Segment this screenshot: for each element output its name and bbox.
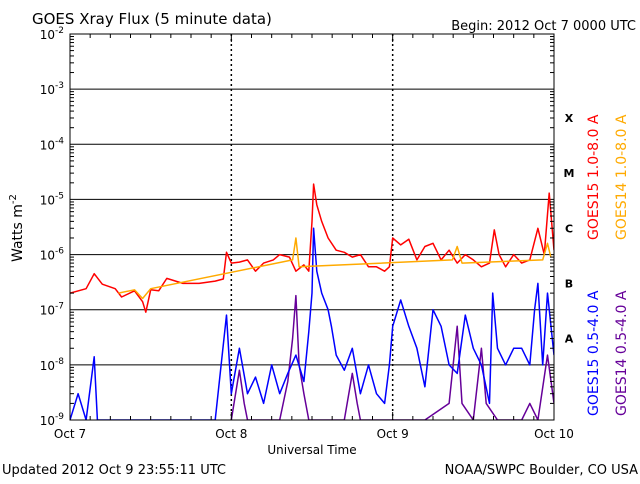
y-tick-label: 10-6 <box>40 247 65 263</box>
series-line-0 <box>70 183 554 313</box>
legend-entry: GOES15 0.5-4.0 A <box>586 290 602 416</box>
flare-class-a: A <box>565 333 574 346</box>
y-tick-label: 10-9 <box>40 412 65 428</box>
legend: GOES15 1.0-8.0 A GOES14 1.0-8.0 A GOES15 0… <box>586 114 630 416</box>
chart-title: GOES Xray Flux (5 minute data) <box>32 10 272 28</box>
flare-class-x: X <box>565 112 574 125</box>
y-tick-label: 10-5 <box>40 191 64 207</box>
legend-entry: GOES14 0.5-4.0 A <box>614 290 630 416</box>
x-tick-label: Oct 10 <box>534 427 574 441</box>
series-line-1 <box>118 237 552 300</box>
credit-label: NOAA/SWPC Boulder, CO USA <box>445 463 638 478</box>
y-tick-labels: 10-2 10-3 10-4 10-5 10-6 10-7 10-8 10-9 <box>40 26 65 428</box>
x-tick-label: Oct 7 <box>54 427 86 441</box>
x-tick-labels: Oct 7 Oct 8 Oct 9 Oct 10 <box>54 427 574 441</box>
y-tick-label: 10-8 <box>40 357 65 373</box>
x-axis-label: Universal Time <box>267 443 356 457</box>
series-line-3 <box>230 294 554 420</box>
y-tick-label: 10-7 <box>40 302 64 318</box>
y-axis-label-exponent: -2 <box>8 194 19 204</box>
x-tick-label: Oct 9 <box>377 427 409 441</box>
y-tick-label: 10-4 <box>40 136 65 152</box>
series-layer <box>70 183 554 420</box>
updated-timestamp: Updated 2012 Oct 9 23:55:11 UTC <box>2 463 226 478</box>
x-tick-label: Oct 8 <box>215 427 247 441</box>
flare-class-m: M <box>564 167 575 180</box>
series-line-2 <box>70 227 554 420</box>
flare-class-b: B <box>565 277 573 290</box>
grid-lines <box>70 34 554 420</box>
flare-class-labels: X M C B A <box>564 112 575 346</box>
y-axis-label-text: Watts m <box>10 204 26 262</box>
y-tick-label: 10-3 <box>40 81 64 97</box>
axes-layer <box>69 33 555 421</box>
begin-label: Begin: 2012 Oct 7 0000 UTC <box>451 19 636 34</box>
legend-entry: GOES15 1.0-8.0 A <box>586 114 602 240</box>
y-axis-label: Watts m-2 <box>8 194 26 262</box>
legend-entry: GOES14 1.0-8.0 A <box>614 114 630 240</box>
y-tick-label: 10-2 <box>40 26 64 42</box>
flare-class-c: C <box>565 222 573 235</box>
